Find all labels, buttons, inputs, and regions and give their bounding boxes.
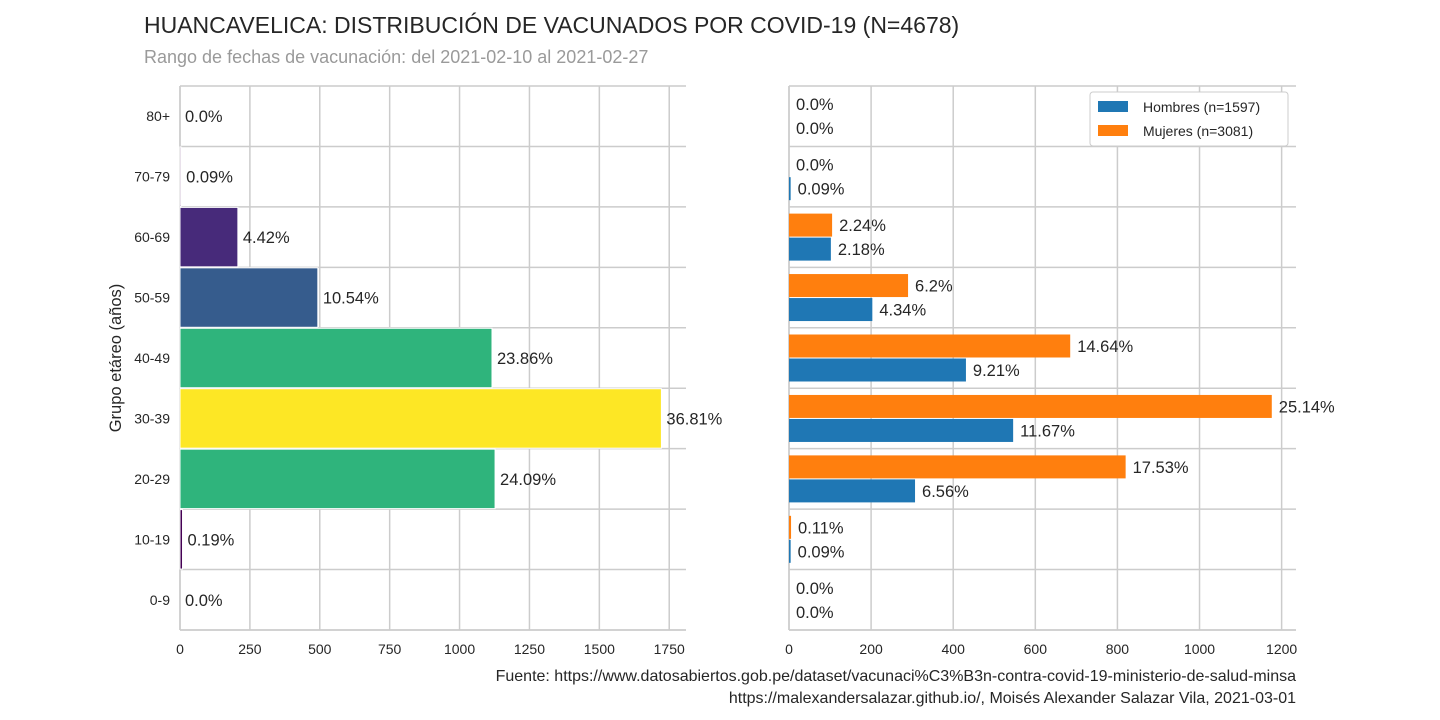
bar-mujeres-40-49 — [789, 334, 1071, 358]
y-axis-title: Grupo etáreo (años) — [107, 284, 125, 433]
x-tick-label: 1250 — [514, 641, 545, 657]
bar-mujeres-10-19 — [789, 515, 792, 539]
y-tick-label: 50-59 — [134, 290, 170, 306]
bar-data-label: 4.42% — [243, 229, 290, 247]
x-tick-label: 1500 — [584, 641, 615, 657]
bar-data-label-hombres: 6.56% — [922, 483, 969, 501]
y-tick-label: 20-29 — [134, 471, 170, 487]
bar-hombres-30-39 — [789, 418, 1014, 442]
x-tick-label: 0 — [785, 641, 793, 657]
legend-swatch-mujeres — [1098, 125, 1128, 136]
bar-data-label-mujeres: 25.14% — [1279, 398, 1335, 416]
legend: Hombres (n=1597) Mujeres (n=3081) — [1089, 91, 1289, 147]
bar-hombres-60-69 — [789, 237, 831, 261]
bar-20-29 — [179, 448, 496, 510]
legend-label-mujeres: Mujeres (n=3081) — [1143, 123, 1253, 139]
right-chart-by-sex: 0 200 400 600 800 1000 1200 0.0% 0.0% 0.0% 0.09% 2.… — [785, 85, 1335, 657]
x-tick-label: 1000 — [1184, 641, 1215, 657]
bar-50-59 — [179, 267, 319, 328]
x-tick-label: 250 — [238, 641, 262, 657]
y-tick-label: 70-79 — [134, 169, 170, 185]
y-tick-label: 10-19 — [134, 531, 170, 547]
footer-source: Fuente: https://www.datosabiertos.gob.pe… — [495, 668, 1296, 685]
bar-data-label: 10.54% — [323, 290, 379, 308]
bar-data-label-hombres: 2.18% — [838, 241, 885, 259]
bar-data-label-mujeres: 17.53% — [1133, 459, 1189, 477]
bar-data-label-hombres: 0.0% — [796, 120, 834, 138]
bar-70-79 — [179, 146, 182, 207]
bar-data-label-mujeres: 14.64% — [1077, 338, 1133, 356]
legend-swatch-hombres — [1098, 101, 1128, 112]
y-tick-label: 80+ — [146, 108, 170, 124]
bar-data-label-mujeres: 6.2% — [915, 278, 953, 296]
left-chart-total-by-age: 0 250 500 750 1000 1250 1500 1750 80+ 0.0% 70-79 0.… — [107, 85, 723, 657]
bar-mujeres-60-69 — [789, 213, 833, 237]
footer-credit: https://malexandersalazar.github.io/, Mo… — [728, 690, 1296, 707]
bar-hombres-10-19 — [789, 539, 791, 563]
bar-data-label-hombres: 0.09% — [798, 181, 845, 199]
bar-mujeres-20-29 — [789, 455, 1126, 479]
bar-data-label: 0.0% — [185, 108, 223, 126]
bar-data-label-mujeres: 2.24% — [839, 217, 886, 235]
bar-10-19 — [179, 509, 184, 570]
x-tick-label: 200 — [859, 641, 883, 657]
bar-30-39 — [179, 388, 662, 449]
bar-hombres-50-59 — [789, 298, 873, 322]
bar-data-label: 0.19% — [188, 531, 235, 549]
x-tick-label: 800 — [1106, 641, 1130, 657]
x-tick-label: 0 — [176, 641, 184, 657]
bar-data-label: 0.09% — [186, 169, 233, 187]
x-tick-label: 1750 — [654, 641, 685, 657]
bar-data-label-hombres: 11.67% — [1020, 422, 1075, 440]
x-tick-label: 750 — [378, 641, 402, 657]
y-tick-label: 40-49 — [134, 350, 170, 366]
y-tick-label: 60-69 — [134, 229, 170, 245]
bar-data-label-hombres: 9.21% — [973, 362, 1020, 380]
y-tick-label: 0-9 — [150, 592, 170, 608]
x-tick-label: 600 — [1024, 641, 1048, 657]
chart-title: HUANCAVELICA: DISTRIBUCIÓN DE VACUNADOS … — [144, 12, 960, 38]
bar-40-49 — [179, 327, 493, 389]
legend-label-hombres: Hombres (n=1597) — [1143, 99, 1260, 115]
bar-data-label-mujeres: 0.0% — [796, 580, 834, 598]
x-tick-label: 1000 — [444, 641, 475, 657]
bar-data-label-hombres: 0.09% — [798, 543, 845, 561]
x-tick-label: 400 — [942, 641, 966, 657]
bar-data-label: 23.86% — [497, 350, 553, 368]
bar-mujeres-50-59 — [789, 274, 909, 298]
bar-data-label-mujeres: 0.0% — [796, 96, 834, 114]
bar-mujeres-30-39 — [789, 394, 1272, 418]
y-tick-label: 30-39 — [134, 410, 170, 426]
bar-data-label-mujeres: 0.0% — [796, 157, 834, 175]
legend-box — [1089, 91, 1289, 147]
chart-subtitle: Rango de fechas de vacunación: del 2021-… — [144, 47, 649, 67]
bar-data-label-hombres: 0.0% — [796, 604, 834, 622]
x-tick-label: 500 — [308, 641, 332, 657]
bar-data-label: 24.09% — [500, 471, 556, 489]
bar-data-label-mujeres: 0.11% — [798, 519, 844, 537]
bar-data-label: 0.0% — [185, 592, 223, 610]
bar-data-label: 36.81% — [666, 410, 722, 428]
bar-data-label-hombres: 4.34% — [879, 302, 926, 320]
bar-60-69 — [179, 206, 239, 268]
bar-hombres-70-79 — [789, 177, 791, 201]
bar-hombres-40-49 — [789, 358, 966, 382]
bar-hombres-20-29 — [789, 479, 916, 503]
x-tick-label: 1200 — [1266, 641, 1297, 657]
